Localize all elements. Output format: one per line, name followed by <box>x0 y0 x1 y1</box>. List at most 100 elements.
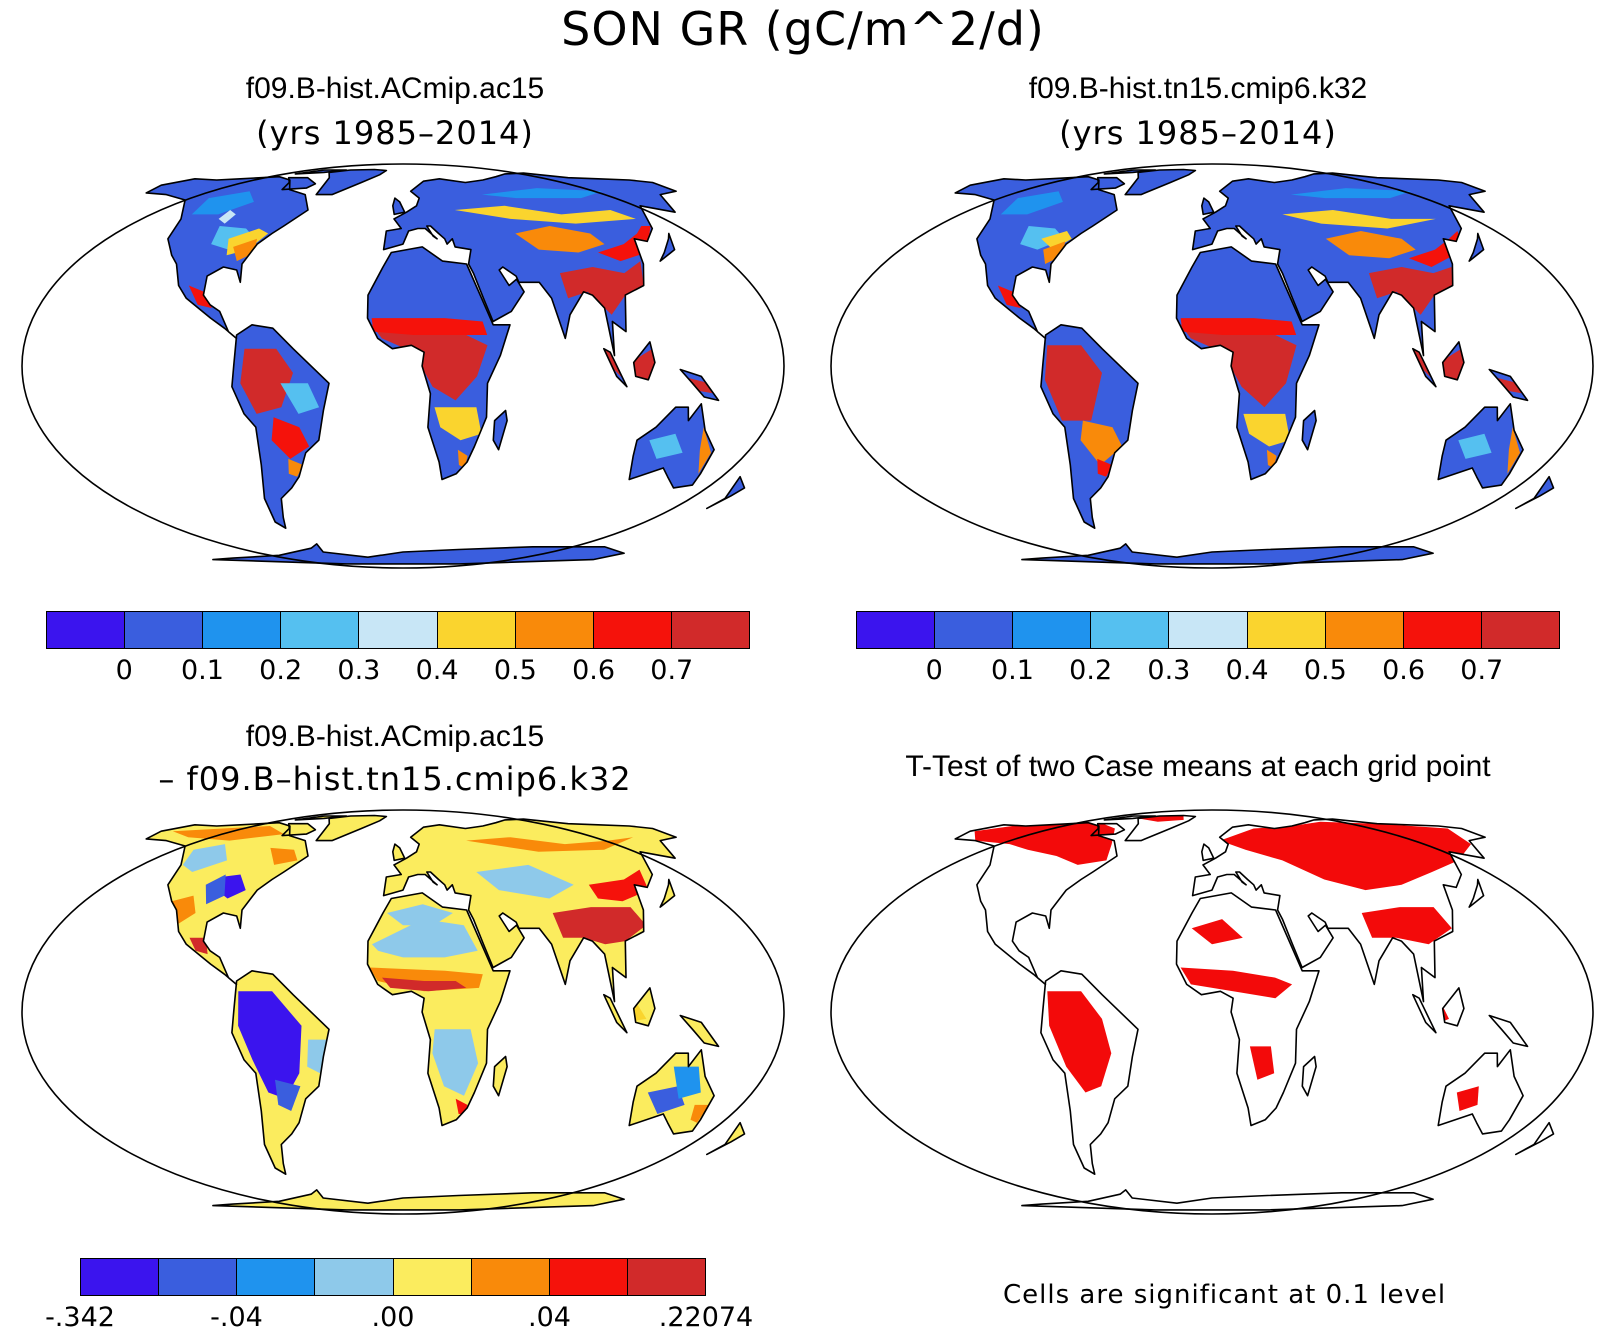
map-field-region <box>698 427 711 474</box>
map-field-region <box>191 191 254 215</box>
map-field-region <box>1249 1046 1275 1080</box>
map-field-region <box>559 261 644 315</box>
map-top-left <box>21 163 785 569</box>
map-field-region <box>1043 241 1066 264</box>
map-field-region <box>466 837 634 852</box>
colorbar-tick-label: .04 <box>528 1302 571 1333</box>
coastline-madagascar <box>1301 1055 1317 1097</box>
map-bottom-left <box>21 809 785 1215</box>
colorbar-swatch <box>1091 612 1170 648</box>
colorbar-tick-label: 0.7 <box>650 655 694 686</box>
map-border <box>21 809 785 1215</box>
map-field-region <box>271 417 310 459</box>
coastline-greenland <box>315 168 388 196</box>
colorbar-swatch <box>159 1259 238 1295</box>
map-field-region <box>307 1039 328 1074</box>
colorbar-tick-label: 0.3 <box>337 655 381 686</box>
coastline-africa <box>1175 246 1320 481</box>
colorbar-swatch <box>393 1259 472 1295</box>
coastline-baffin <box>281 822 317 837</box>
coastline-namerica <box>145 175 309 340</box>
colorbar-swatch <box>471 1259 550 1295</box>
colorbar-tick-label: 0 <box>115 655 133 686</box>
map-field-region <box>1191 919 1243 945</box>
coastline-antarctica <box>212 543 625 565</box>
coastline-eurasia <box>1191 818 1486 1003</box>
significance-note: Cells are significant at 0.1 level <box>1003 1280 1447 1310</box>
map-field-region <box>1507 427 1520 474</box>
colorbar-tick-label: 0.3 <box>1147 655 1191 686</box>
coastline-australia <box>628 1049 715 1135</box>
map-field-region <box>1456 1086 1479 1111</box>
map-field-region <box>432 1029 479 1096</box>
coastline-ellesmere <box>1103 815 1157 821</box>
coastline-africa <box>366 892 511 1127</box>
coastline-greenland <box>1124 168 1197 196</box>
coastline-greenland <box>315 814 388 842</box>
map-field-region <box>1041 231 1072 250</box>
coastline-samerica <box>1040 970 1139 1175</box>
map-field-region <box>1180 318 1297 335</box>
coastline-madagascar <box>1301 409 1317 451</box>
colorbar-tick-label: 0.4 <box>415 655 459 686</box>
map-field-region <box>552 907 647 945</box>
map-field-region <box>1138 815 1184 822</box>
colorbar-swatch <box>1325 612 1404 648</box>
map-field-region <box>481 188 603 199</box>
colorbar-swatch <box>359 612 438 648</box>
coastline-newguinea <box>679 1014 720 1048</box>
coastline-newguinea <box>1488 368 1529 402</box>
coastline-sumatra <box>1412 347 1437 388</box>
map-field-region <box>647 1086 685 1114</box>
coastline-nz <box>1515 1121 1555 1156</box>
map-field-region <box>238 991 302 1099</box>
colorbar-tick-label: .22074 <box>658 1302 754 1333</box>
map-field-region <box>182 844 227 872</box>
coastline-sumatra <box>1412 993 1437 1034</box>
colorbar-top-right <box>856 611 1560 649</box>
colorbar-tick-label: 0.4 <box>1225 655 1269 686</box>
map-field-region <box>1290 188 1412 199</box>
coastline-samerica <box>231 324 330 529</box>
colorbar-swatch <box>549 1259 628 1295</box>
colorbar-tick-label: 0.5 <box>493 655 537 686</box>
colorbar-swatch <box>1403 612 1482 648</box>
colorbar-swatch <box>515 612 594 648</box>
map-field-region <box>270 847 298 865</box>
coastline-namerica <box>954 175 1118 340</box>
coastline-britain <box>1201 197 1215 216</box>
colorbar-bottom-left <box>80 1258 706 1296</box>
map-bottom-right <box>830 809 1594 1215</box>
coastline-sumatra <box>603 993 628 1034</box>
colorbar-swatch <box>47 612 126 648</box>
map-border <box>21 163 785 569</box>
colorbar-swatch <box>593 612 672 648</box>
map-top-right <box>830 163 1594 569</box>
map-field-region <box>1361 907 1452 945</box>
coastline-madagascar <box>492 1055 508 1097</box>
colorbar-tick-label: -.342 <box>45 1302 115 1333</box>
coastline-newguinea <box>679 368 720 402</box>
map-field-region <box>1458 433 1492 459</box>
coastline-eurasia <box>1191 172 1486 357</box>
map-field-region <box>1044 345 1102 421</box>
colorbar-top-left <box>46 611 750 649</box>
coastline-namerica <box>954 821 1118 986</box>
colorbar-tick-label: 0.2 <box>1069 655 1113 686</box>
coastline-japan <box>1468 232 1485 262</box>
coastline-madagascar <box>492 409 508 451</box>
coastline-japan <box>659 232 676 262</box>
map-field-region <box>454 205 636 224</box>
map-field-region <box>1180 324 1297 408</box>
coastline-namerica <box>145 821 309 986</box>
panel-subtitle-top-left: (yrs 1985–2014) <box>256 114 534 152</box>
coastline-nz <box>1515 475 1555 510</box>
map-field-region <box>172 826 284 841</box>
map-field-region <box>1080 420 1123 465</box>
colorbar-swatch <box>437 612 516 648</box>
map-field-region <box>288 458 304 477</box>
coastline-borneo <box>1441 987 1465 1027</box>
coastline-antarctica <box>212 1189 625 1211</box>
map-field-region <box>1325 231 1416 259</box>
panel-title-top-left: f09.B-hist.ACmip.ac15 <box>245 72 545 105</box>
